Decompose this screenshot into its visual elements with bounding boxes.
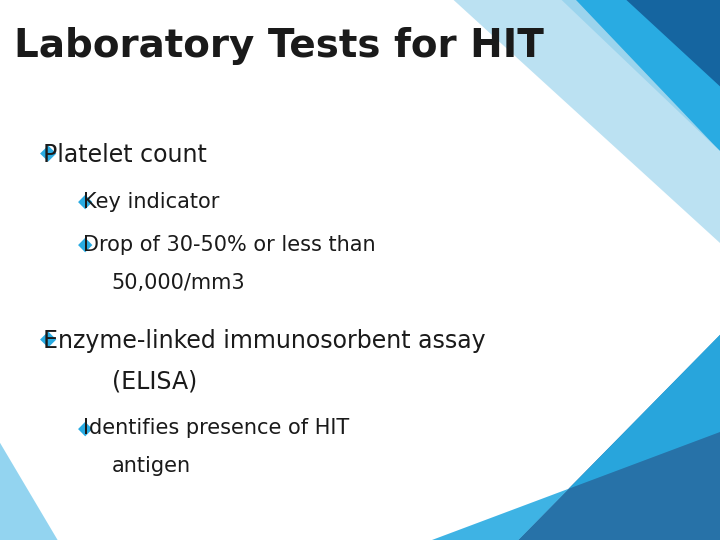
Text: Laboratory Tests for HIT: Laboratory Tests for HIT	[14, 27, 544, 65]
Text: antigen: antigen	[112, 456, 191, 476]
Text: Key indicator: Key indicator	[83, 192, 219, 212]
Polygon shape	[454, 0, 720, 243]
Polygon shape	[626, 0, 720, 86]
Text: Platelet count: Platelet count	[43, 143, 207, 167]
Text: Identifies presence of HIT: Identifies presence of HIT	[83, 418, 349, 438]
Text: (ELISA): (ELISA)	[112, 370, 197, 394]
Text: ◆: ◆	[40, 143, 56, 163]
Polygon shape	[396, 335, 720, 540]
Text: ◆: ◆	[78, 235, 92, 254]
Text: ◆: ◆	[78, 418, 92, 437]
Polygon shape	[518, 335, 720, 540]
Text: ◆: ◆	[78, 192, 92, 211]
Text: 50,000/mm3: 50,000/mm3	[112, 273, 246, 293]
Text: Drop of 30-50% or less than: Drop of 30-50% or less than	[83, 235, 375, 255]
Polygon shape	[432, 335, 720, 540]
Text: Enzyme-linked immunosorbent assay: Enzyme-linked immunosorbent assay	[43, 329, 486, 353]
Text: ◆: ◆	[40, 329, 56, 349]
Polygon shape	[0, 443, 58, 540]
Polygon shape	[562, 0, 720, 151]
